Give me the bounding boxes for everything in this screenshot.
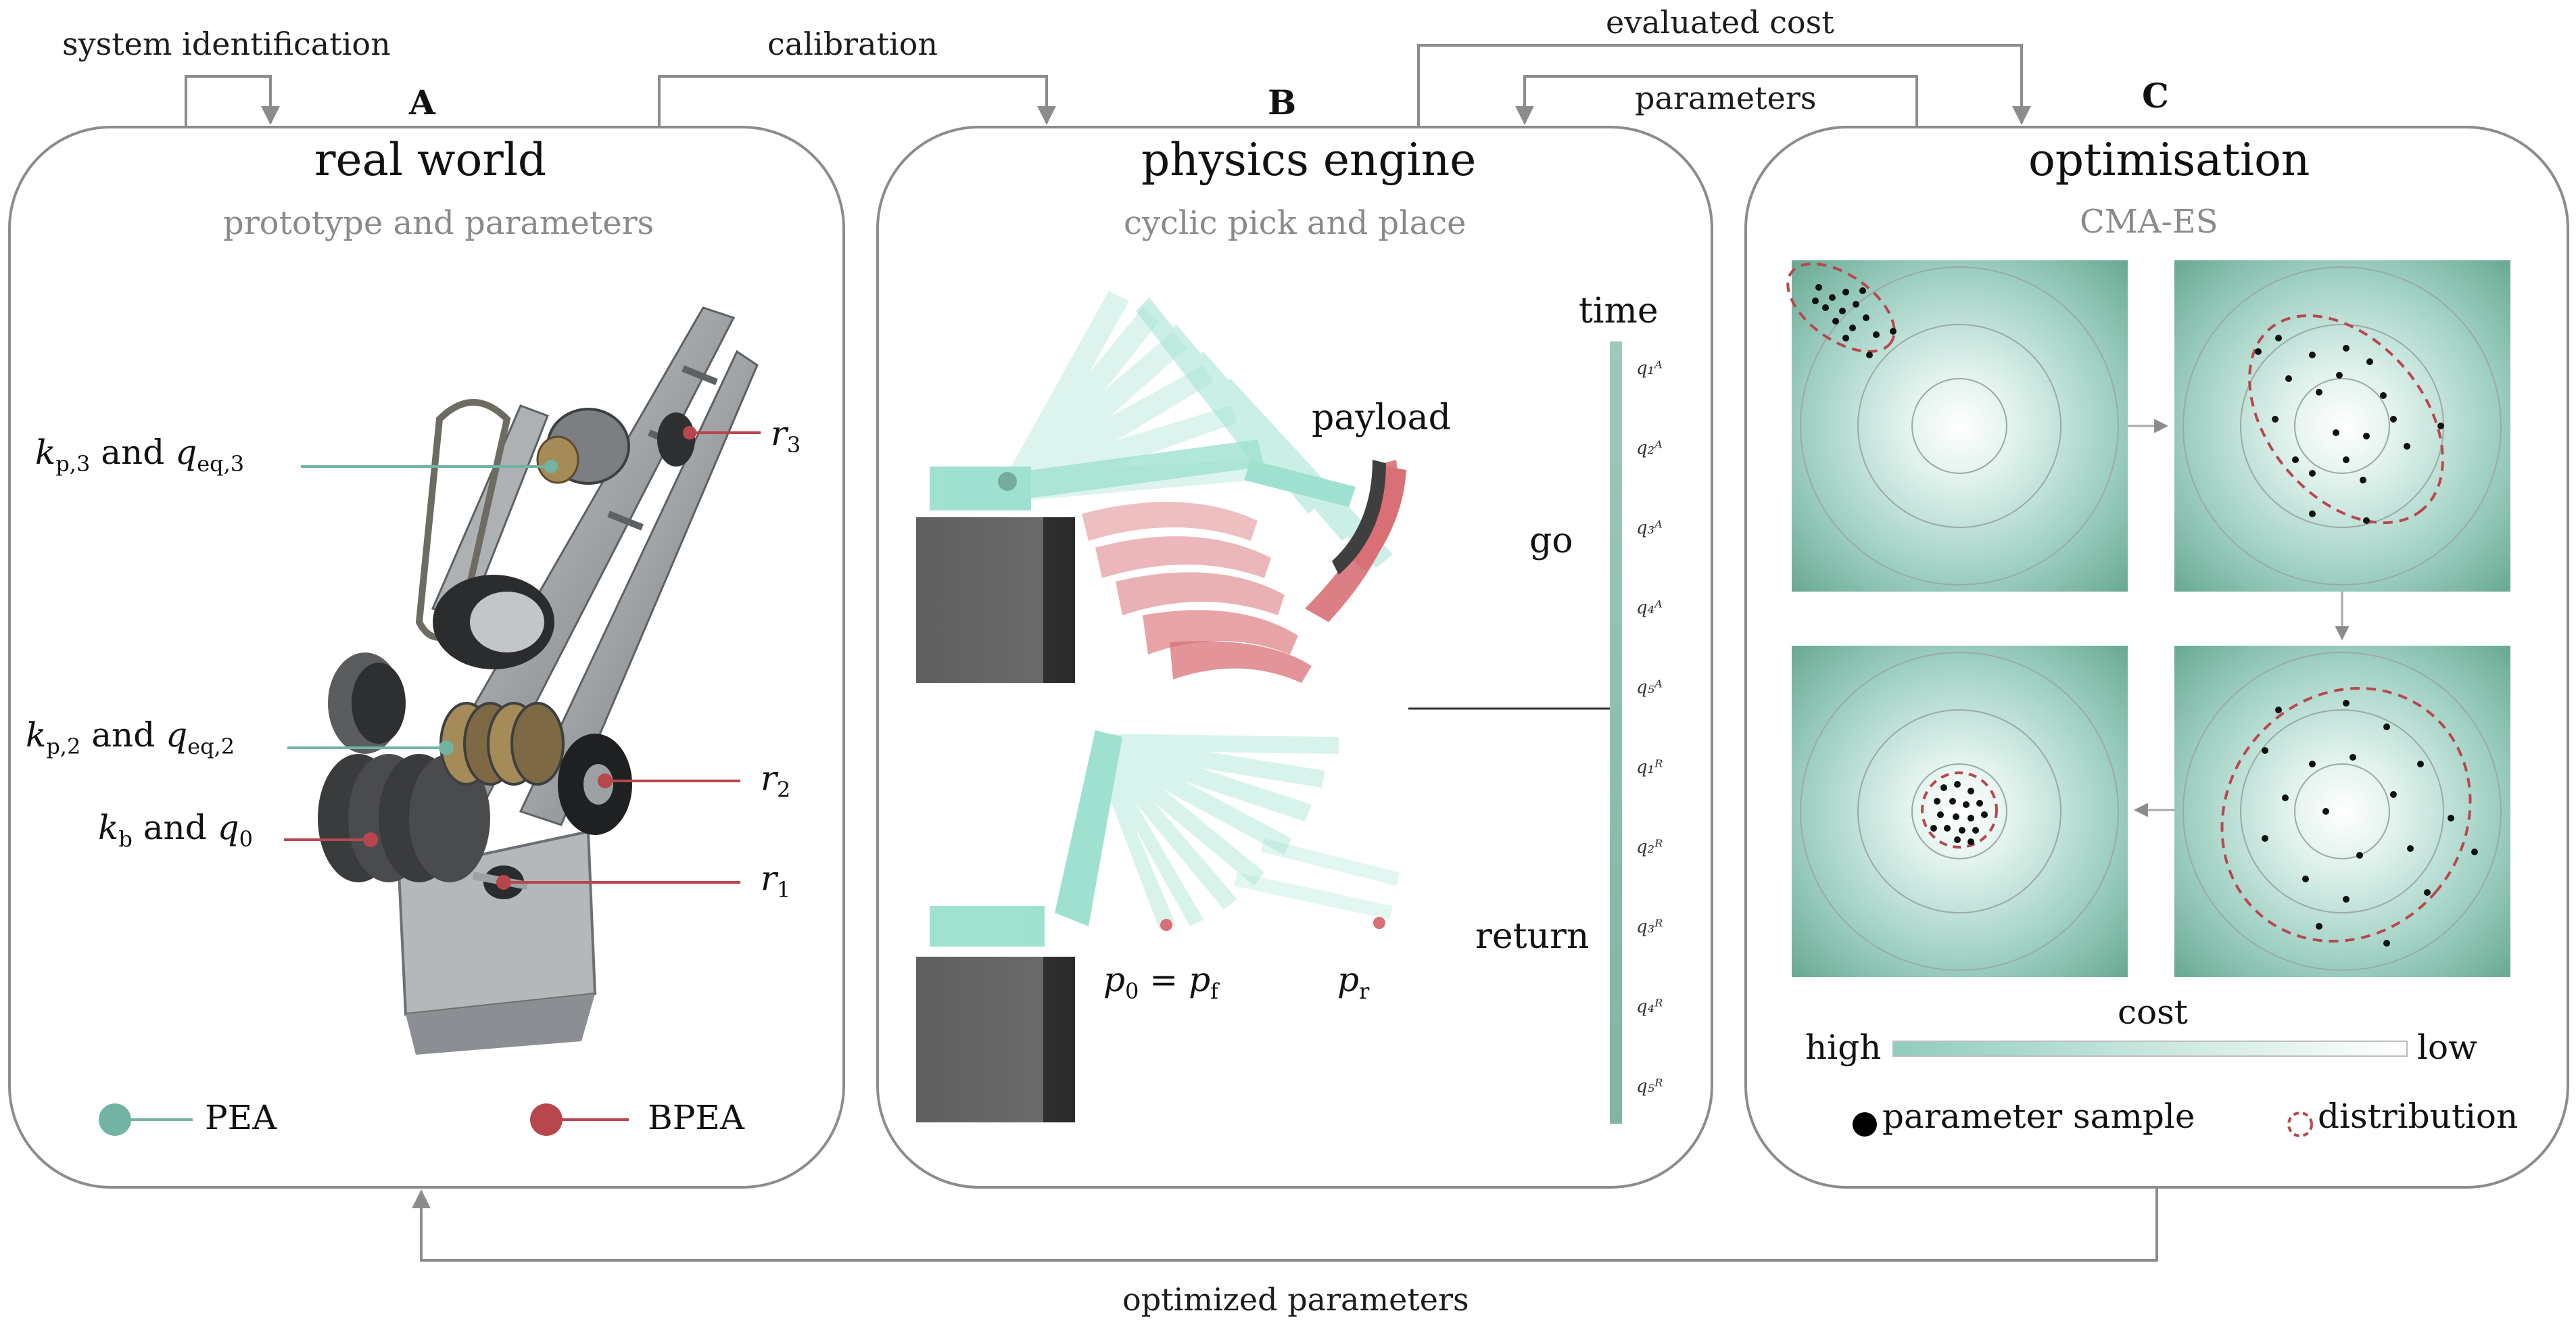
- legend-sample-label: parameter sample: [1882, 1097, 2195, 1136]
- legend-distribution-label: distribution: [2318, 1097, 2519, 1136]
- label-r3: r3: [771, 414, 801, 458]
- pedestal-bottom: [916, 957, 1075, 1122]
- return-sequence: [930, 730, 1400, 947]
- tick-q3A: q₃ᴬ: [1636, 518, 1663, 538]
- system-identification-label: system identification: [62, 26, 391, 62]
- tick-q5R: q₅ᴿ: [1636, 1076, 1663, 1097]
- label-kb-q0: kb and q0: [98, 808, 254, 852]
- panel-c-title: optimisation: [2028, 134, 2310, 186]
- system-identification-arrow: [185, 75, 280, 127]
- label-r1: r1: [761, 859, 791, 903]
- evaluated-cost-arrow: [1417, 44, 2031, 127]
- tick-q1R: q₁ᴿ: [1636, 757, 1663, 778]
- panel-b-frame: [876, 126, 1713, 1189]
- time-label: time: [1579, 291, 1659, 331]
- optimized-parameters-label: optimized parameters: [1122, 1281, 1469, 1318]
- parameters-arrow: [1515, 75, 1918, 127]
- cost-colorbar: [1892, 1041, 2408, 1057]
- time-bar: [1610, 341, 1622, 1124]
- sample-legend-dot: [1853, 1112, 1877, 1137]
- payload-label: payload: [1312, 398, 1451, 438]
- cost-low-label: low: [2417, 1028, 2477, 1067]
- tick-q3R: q₃ᴿ: [1636, 917, 1663, 937]
- p0-pf-label: p0 = pf: [1103, 960, 1218, 1004]
- pr-label: pr: [1337, 960, 1370, 1004]
- go-sequence: [930, 291, 1406, 683]
- parameters-label: parameters: [1635, 80, 1817, 116]
- tick-q4A: q₄ᴬ: [1636, 598, 1663, 618]
- evaluated-cost-label: evaluated cost: [1606, 4, 1834, 41]
- tick-q5A: q₅ᴬ: [1636, 677, 1663, 698]
- panel-a-letter: A: [409, 82, 435, 122]
- label-r2: r2: [761, 759, 791, 803]
- panel-a-title: real world: [314, 134, 547, 186]
- panel-a-frame: [8, 126, 845, 1189]
- panel-b-letter: B: [1268, 82, 1297, 122]
- tick-q4R: q₄ᴿ: [1636, 997, 1663, 1017]
- legend-pea-label: PEA: [205, 1098, 277, 1137]
- cma-iteration-3: [2174, 646, 2510, 977]
- cma-iteration-1: [1786, 260, 2128, 592]
- panel-c-subtitle: CMA-ES: [2080, 203, 2218, 241]
- calibration-arrow: [658, 75, 1056, 127]
- label-kp2-qeq2: kp,2 and qeq,2: [26, 715, 235, 759]
- cma-iteration-4: [1792, 646, 2128, 977]
- return-label: return: [1475, 916, 1590, 957]
- label-kp3-qeq3: kp,3 and qeq,3: [35, 433, 245, 477]
- distribution-legend-icon: [2287, 1112, 2313, 1137]
- cma-iteration-2: [2174, 260, 2510, 592]
- go-label: go: [1529, 521, 1573, 561]
- pea-legend-dot: [99, 1103, 131, 1136]
- legend-bpea-label: BPEA: [648, 1098, 744, 1137]
- pedestal-top: [916, 517, 1075, 683]
- panel-a-subtitle: prototype and parameters: [223, 204, 654, 242]
- bpea-legend-dot: [530, 1103, 563, 1136]
- tick-q1A: q₁ᴬ: [1636, 358, 1663, 379]
- panel-b-subtitle: cyclic pick and place: [1124, 204, 1466, 242]
- optimized-parameters-arrow: [412, 1187, 2158, 1262]
- tick-q2A: q₂ᴬ: [1636, 438, 1663, 458]
- panel-c-letter: C: [2142, 76, 2169, 116]
- panel-b-title: physics engine: [1141, 134, 1477, 186]
- prototype-illustration: [318, 306, 759, 1055]
- calibration-label: calibration: [767, 26, 938, 62]
- cost-label: cost: [2118, 993, 2188, 1032]
- tick-q2R: q₂ᴿ: [1636, 837, 1663, 857]
- cost-high-label: high: [1805, 1028, 1882, 1067]
